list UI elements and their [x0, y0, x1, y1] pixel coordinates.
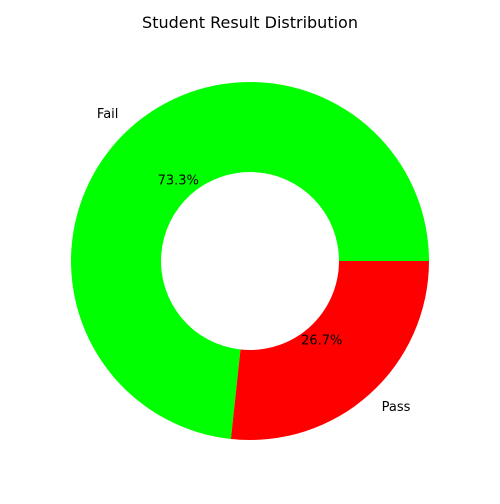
slice-percent-pass: 26.7% [301, 333, 342, 348]
slice-pass [230, 261, 429, 440]
slice-percent-fail: 73.3% [158, 174, 199, 189]
slices-layer [70, 81, 430, 440]
slice-label-fail: Fail [97, 107, 118, 122]
chart-title: Student Result Distribution [142, 13, 358, 32]
labels-layer: Fail 73.3% Pass 26.7% [97, 107, 411, 415]
slice-fail [70, 81, 430, 439]
slice-label-pass: Pass [382, 400, 411, 415]
